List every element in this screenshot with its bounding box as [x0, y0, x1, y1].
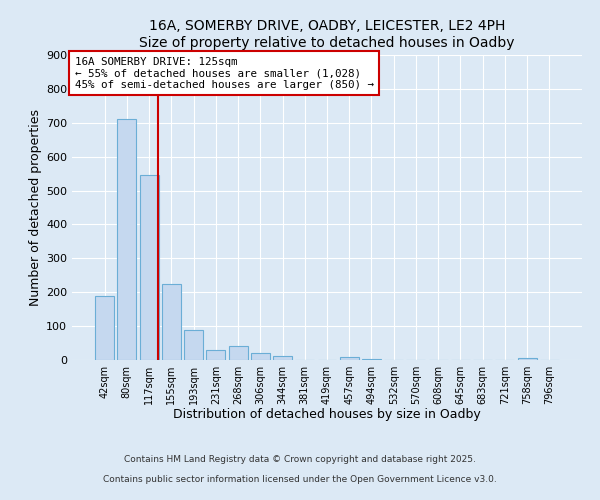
Bar — [518, 358, 536, 360]
Bar — [95, 296, 114, 360]
Text: Contains HM Land Registry data © Crown copyright and database right 2025.: Contains HM Land Registry data © Crown c… — [124, 456, 476, 464]
Bar — [273, 356, 292, 360]
X-axis label: Distribution of detached houses by size in Oadby: Distribution of detached houses by size … — [173, 408, 481, 422]
Title: 16A, SOMERBY DRIVE, OADBY, LEICESTER, LE2 4PH
Size of property relative to detac: 16A, SOMERBY DRIVE, OADBY, LEICESTER, LE… — [139, 20, 515, 50]
Bar — [184, 330, 203, 360]
Bar — [340, 358, 359, 360]
Bar — [118, 120, 136, 360]
Bar — [162, 284, 181, 360]
Bar — [140, 176, 158, 360]
Bar — [206, 350, 225, 360]
Bar — [362, 359, 381, 360]
Y-axis label: Number of detached properties: Number of detached properties — [29, 109, 42, 306]
Bar — [251, 352, 270, 360]
Text: Contains public sector information licensed under the Open Government Licence v3: Contains public sector information licen… — [103, 476, 497, 484]
Bar — [229, 346, 248, 360]
Text: 16A SOMERBY DRIVE: 125sqm
← 55% of detached houses are smaller (1,028)
45% of se: 16A SOMERBY DRIVE: 125sqm ← 55% of detac… — [74, 56, 374, 90]
